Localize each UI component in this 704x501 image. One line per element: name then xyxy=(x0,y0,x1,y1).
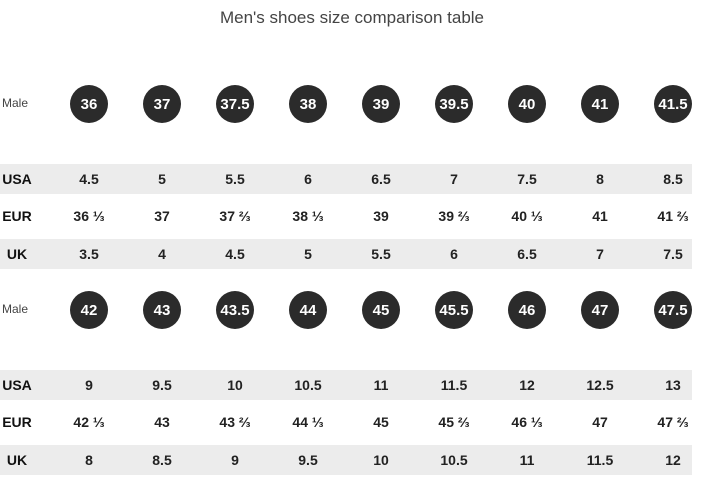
size-circle: 37 xyxy=(143,85,181,123)
size-cell: 10.5 xyxy=(440,452,468,468)
size-cell: 4.5 xyxy=(79,171,99,187)
size-row-usa: USA 9 9.5 10 10.5 11 11.5 12 12.5 13 xyxy=(0,370,692,400)
size-cell: 12 xyxy=(519,377,535,393)
size-cell: 41 ⅔ xyxy=(657,208,689,224)
row-label: EUR xyxy=(2,414,32,430)
size-cell: 9.5 xyxy=(152,377,172,393)
size-circle: 41.5 xyxy=(654,85,692,123)
size-cell: 10.5 xyxy=(294,377,322,393)
size-cell: 37 ⅔ xyxy=(219,208,251,224)
size-cell: 46 ⅓ xyxy=(511,414,543,430)
size-cell: 36 ⅓ xyxy=(73,208,105,224)
size-circle: 46 xyxy=(508,291,546,329)
size-cell: 44 ⅓ xyxy=(292,414,324,430)
size-cell: 7 xyxy=(596,246,604,262)
size-circle: 45 xyxy=(362,291,400,329)
size-circle: 42 xyxy=(70,291,108,329)
size-circle: 36 xyxy=(70,85,108,123)
size-cell: 45 ⅔ xyxy=(438,414,470,430)
size-cell: 41 xyxy=(592,208,608,224)
size-cell: 12.5 xyxy=(586,377,614,393)
row-label: USA xyxy=(2,171,32,187)
size-cell: 3.5 xyxy=(79,246,99,262)
size-cell: 9 xyxy=(85,377,93,393)
size-circle: 39.5 xyxy=(435,85,473,123)
size-cell: 11 xyxy=(373,377,389,393)
size-cell: 9.5 xyxy=(298,452,318,468)
size-row-eur: EUR 42 ⅓ 43 43 ⅔ 44 ⅓ 45 45 ⅔ 46 ⅓ 47 47 ⅔ xyxy=(0,407,692,437)
row-label: USA xyxy=(2,377,32,393)
size-cell: 5.5 xyxy=(371,246,391,262)
size-cell: 13 xyxy=(665,377,681,393)
size-cell: 43 ⅔ xyxy=(219,414,251,430)
size-cell: 11.5 xyxy=(440,377,468,393)
size-cell: 9 xyxy=(231,452,239,468)
size-row-usa: USA 4.5 5 5.5 6 6.5 7 7.5 8 8.5 xyxy=(0,164,692,194)
size-cell: 7 xyxy=(450,171,458,187)
size-cell: 6.5 xyxy=(371,171,391,187)
size-circle: 43.5 xyxy=(216,291,254,329)
size-cell: 8.5 xyxy=(152,452,172,468)
row-label: UK xyxy=(6,246,28,262)
size-circle: 41 xyxy=(581,85,619,123)
size-circle: 38 xyxy=(289,85,327,123)
size-cell: 6 xyxy=(450,246,458,262)
size-cell: 40 ⅓ xyxy=(511,208,543,224)
size-cell: 5 xyxy=(304,246,312,262)
size-cell: 7.5 xyxy=(663,246,683,262)
size-cell: 11.5 xyxy=(586,452,614,468)
row-label: EUR xyxy=(2,208,32,224)
size-circle: 45.5 xyxy=(435,291,473,329)
size-cell: 10 xyxy=(227,377,243,393)
size-cell: 7.5 xyxy=(517,171,537,187)
size-cell: 39 ⅔ xyxy=(438,208,470,224)
size-circle: 39 xyxy=(362,85,400,123)
size-cell: 8.5 xyxy=(663,171,683,187)
size-cell: 37 xyxy=(154,208,170,224)
size-cell: 43 xyxy=(154,414,170,430)
size-circle: 40 xyxy=(508,85,546,123)
male-label: Male xyxy=(2,96,29,110)
size-circle: 47.5 xyxy=(654,291,692,329)
size-circle: 44 xyxy=(289,291,327,329)
size-cell: 6 xyxy=(304,171,312,187)
size-cell: 10 xyxy=(373,452,389,468)
row-label: UK xyxy=(6,452,28,468)
size-cell: 38 ⅓ xyxy=(292,208,324,224)
size-cell: 4.5 xyxy=(225,246,245,262)
size-cell: 47 xyxy=(592,414,608,430)
size-cell: 8 xyxy=(85,452,93,468)
size-cell: 42 ⅓ xyxy=(73,414,105,430)
size-cell: 11 xyxy=(519,452,535,468)
size-cell: 6.5 xyxy=(517,246,537,262)
size-cell: 39 xyxy=(373,208,389,224)
size-row-eur: EUR 36 ⅓ 37 37 ⅔ 38 ⅓ 39 39 ⅔ 40 ⅓ 41 41 ⅔ xyxy=(0,201,692,231)
male-label: Male xyxy=(2,302,29,316)
size-cell: 47 ⅔ xyxy=(657,414,689,430)
size-circle: 47 xyxy=(581,291,619,329)
size-cell: 45 xyxy=(373,414,389,430)
size-row-uk: UK 8 8.5 9 9.5 10 10.5 11 11.5 12 xyxy=(0,445,692,475)
size-row-uk: UK 3.5 4 4.5 5 5.5 6 6.5 7 7.5 xyxy=(0,239,692,269)
size-cell: 5 xyxy=(158,171,166,187)
size-cell: 5.5 xyxy=(225,171,245,187)
size-cell: 12 xyxy=(665,452,681,468)
size-circle: 43 xyxy=(143,291,181,329)
size-cell: 8 xyxy=(596,171,604,187)
size-circle: 37.5 xyxy=(216,85,254,123)
size-cell: 4 xyxy=(158,246,166,262)
page-title: Men's shoes size comparison table xyxy=(219,8,485,27)
